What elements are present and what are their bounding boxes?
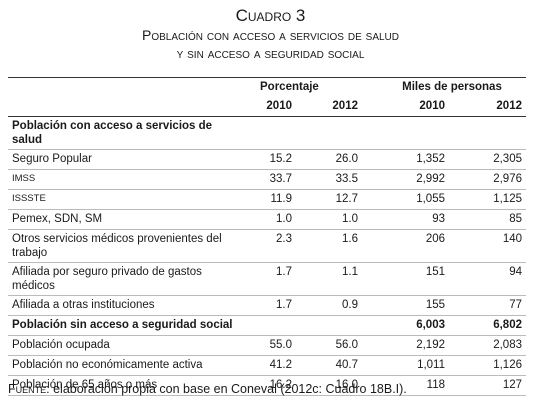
value-cell: 6,003 xyxy=(362,315,449,336)
value-cell: 41.2 xyxy=(240,355,296,376)
value-cell: 12.7 xyxy=(296,189,362,210)
subtitle: y sin acceso a seguridad social xyxy=(176,45,365,61)
row-label: Afiliada por seguro privado de gastos mé… xyxy=(8,262,240,296)
value-cell: 2,992 xyxy=(362,169,449,190)
value-cell: 55.0 xyxy=(240,335,296,356)
empty-cell xyxy=(296,116,362,150)
data-row: Población no económicamente activa 41.2 40… xyxy=(8,355,526,376)
row-label: Afiliada a otras instituciones xyxy=(8,295,240,316)
value-cell: 1.6 xyxy=(296,229,362,263)
corner-cell xyxy=(8,97,240,117)
data-row: Población de 65 años o más 16.2 16.0 118 127 xyxy=(8,375,526,396)
section-row: Población sin acceso a seguridad social 6… xyxy=(8,315,526,336)
empty-cell xyxy=(240,116,296,150)
value-cell: 118 xyxy=(362,375,449,396)
empty-cell xyxy=(362,116,449,150)
value-cell: 0.9 xyxy=(296,295,362,316)
row-label: Población no económicamente activa xyxy=(8,355,240,376)
data-table: Porcentaje Miles de personas 2010 2012 2… xyxy=(8,77,526,396)
table-body: Porcentaje Miles de personas 2010 2012 2… xyxy=(8,78,526,396)
value-cell: 77 xyxy=(449,295,526,316)
empty-cell xyxy=(449,116,526,150)
corner-cell xyxy=(8,78,240,98)
value-cell: 2,083 xyxy=(449,335,526,356)
source-text: : elaboración propia con base en Coneval… xyxy=(46,382,407,396)
row-label: Seguro Popular xyxy=(8,149,240,170)
value-cell: 155 xyxy=(362,295,449,316)
row-label: ISSSTE xyxy=(8,189,240,210)
empty-cell xyxy=(296,315,362,336)
data-row: Afiliada por seguro privado de gastos mé… xyxy=(8,262,526,296)
source-note: Fuente: elaboración propia con base en C… xyxy=(8,382,407,396)
source-label: Fuente xyxy=(8,382,47,396)
value-cell: 1,126 xyxy=(449,355,526,376)
value-cell: 1,055 xyxy=(362,189,449,210)
year-header-row: 2010 2012 2010 2012 xyxy=(8,97,526,117)
year-header: 2012 xyxy=(449,97,526,117)
value-cell: 56.0 xyxy=(296,335,362,356)
value-cell: 1,125 xyxy=(449,189,526,210)
row-label: Población de 65 años o más xyxy=(8,375,240,396)
value-cell: 16.2 xyxy=(240,375,296,396)
value-cell: 15.2 xyxy=(240,149,296,170)
data-row: Pemex, SDN, SM 1.0 1.0 93 85 xyxy=(8,209,526,230)
data-row: Seguro Popular 15.2 26.0 1,352 2,305 xyxy=(8,149,526,170)
value-cell: 33.5 xyxy=(296,169,362,190)
value-cell: 151 xyxy=(362,262,449,296)
value-cell: 2,976 xyxy=(449,169,526,190)
value-cell: 93 xyxy=(362,209,449,230)
row-label: Otros servicios médicos provenientes del… xyxy=(8,229,240,263)
group-header-row: Porcentaje Miles de personas xyxy=(8,78,526,98)
data-row: Afiliada a otras instituciones 1.7 0.9 155 7… xyxy=(8,295,526,316)
section-row: Población con acceso a servicios de salu… xyxy=(8,116,526,150)
value-cell: 1.0 xyxy=(296,209,362,230)
value-cell: 94 xyxy=(449,262,526,296)
value-cell: 140 xyxy=(449,229,526,263)
value-cell: 33.7 xyxy=(240,169,296,190)
value-cell: 40.7 xyxy=(296,355,362,376)
value-cell: 85 xyxy=(449,209,526,230)
row-label: Pemex, SDN, SM xyxy=(8,209,240,230)
data-row: IMSS 33.7 33.5 2,992 2,976 xyxy=(8,169,526,190)
group-header: Porcentaje xyxy=(260,81,319,93)
empty-cell xyxy=(240,315,296,336)
value-cell: 2,305 xyxy=(449,149,526,170)
value-cell: 1.7 xyxy=(240,295,296,316)
value-cell: 16.0 xyxy=(296,375,362,396)
year-header: 2012 xyxy=(296,97,362,117)
value-cell: 206 xyxy=(362,229,449,263)
row-label: Población ocupada xyxy=(8,335,240,356)
value-cell: 2,192 xyxy=(362,335,449,356)
value-cell: 6,802 xyxy=(449,315,526,336)
value-cell: 2.3 xyxy=(240,229,296,263)
group-header: Miles de personas xyxy=(402,81,502,93)
year-header: 2010 xyxy=(362,97,449,117)
subtitle: Población con acceso a servicios de salu… xyxy=(142,27,399,43)
data-row: Otros servicios médicos provenientes del… xyxy=(8,229,526,263)
value-cell: 11.9 xyxy=(240,189,296,210)
table-title: Cuadro 3 xyxy=(235,6,306,25)
section-label: Población sin acceso a seguridad social xyxy=(8,315,240,336)
year-header: 2010 xyxy=(240,97,296,117)
row-label: IMSS xyxy=(8,169,240,190)
section-label: Población con acceso a servicios de salu… xyxy=(8,116,240,150)
value-cell: 1,352 xyxy=(362,149,449,170)
data-row: Población ocupada 55.0 56.0 2,192 2,083 xyxy=(8,335,526,356)
value-cell: 1,011 xyxy=(362,355,449,376)
value-cell: 127 xyxy=(449,375,526,396)
value-cell: 1.0 xyxy=(240,209,296,230)
value-cell: 1.1 xyxy=(296,262,362,296)
value-cell: 26.0 xyxy=(296,149,362,170)
data-row: ISSSTE 11.9 12.7 1,055 1,125 xyxy=(8,189,526,210)
value-cell: 1.7 xyxy=(240,262,296,296)
